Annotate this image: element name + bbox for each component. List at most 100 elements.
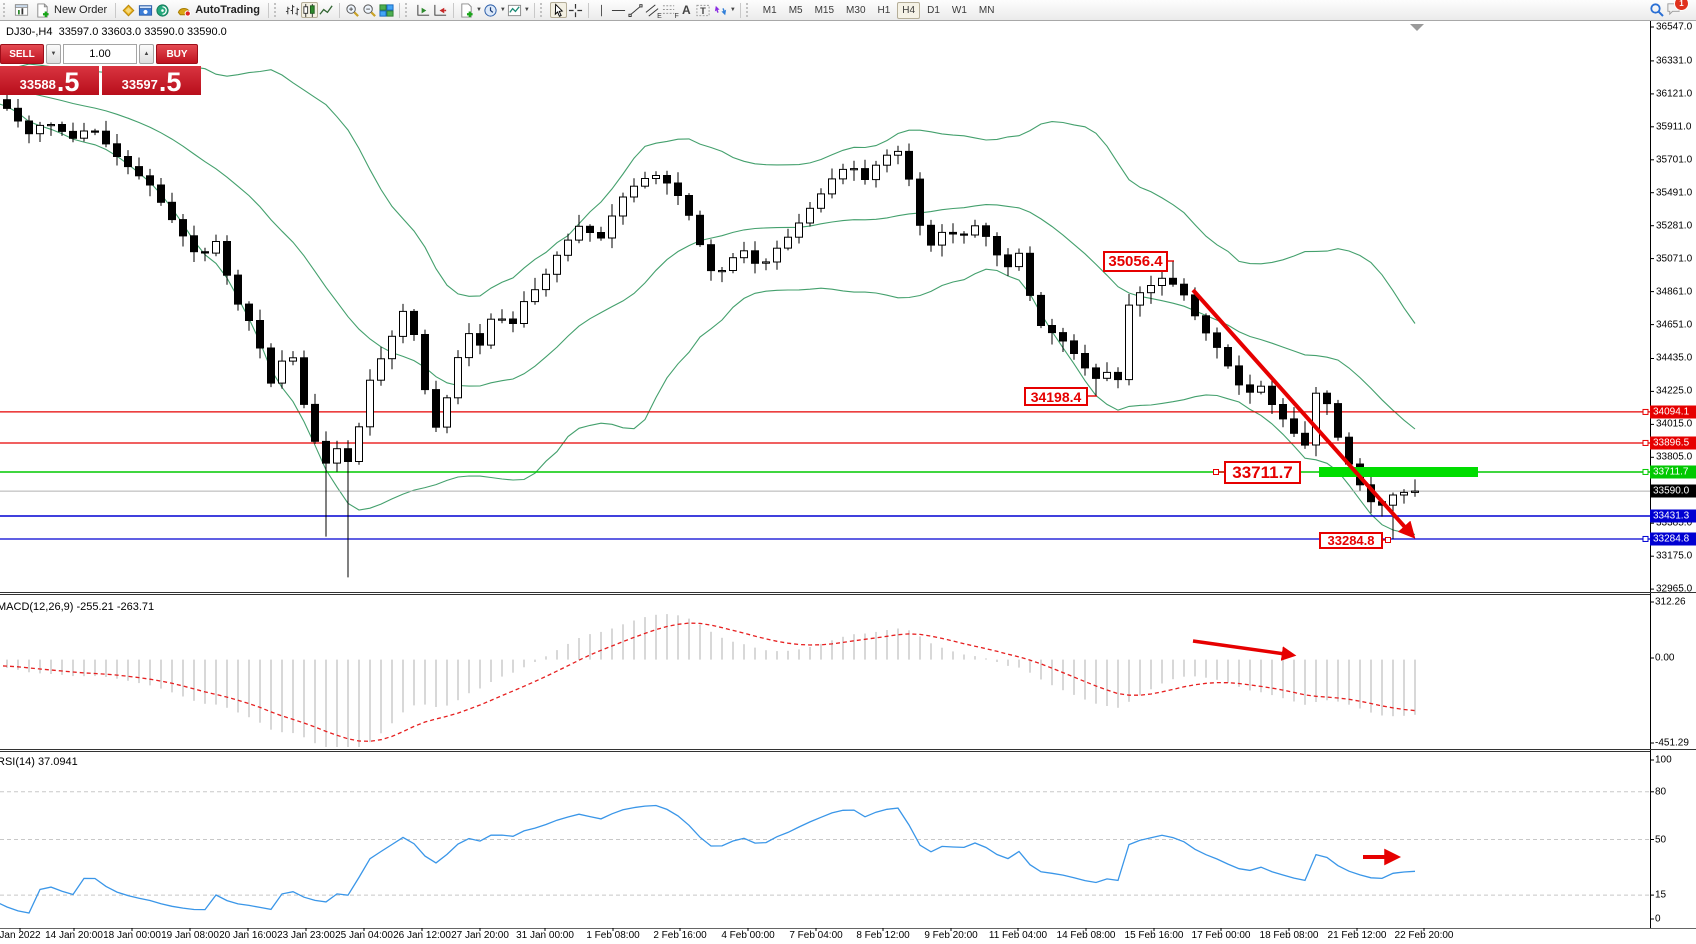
price-callout[interactable]: 33284.8 <box>1319 532 1383 549</box>
price-callout[interactable]: 33711.7 <box>1224 461 1301 484</box>
search-icon[interactable] <box>1648 2 1665 18</box>
sell-price-main: 33588 <box>19 77 56 92</box>
candle <box>267 347 275 384</box>
timeframe-button-m15[interactable]: M15 <box>814 4 835 16</box>
price-axis-label: 36331.0 <box>1656 55 1693 67</box>
toolbar: New Order AutoTrading <box>0 0 1696 21</box>
chart-window-icon[interactable] <box>13 2 30 18</box>
tile-windows-icon[interactable] <box>378 2 395 18</box>
period-dropdown-caret[interactable]: ▼ <box>499 7 506 13</box>
line-handle[interactable] <box>1642 408 1649 415</box>
candle <box>179 219 187 237</box>
new-order-button[interactable]: New Order <box>30 1 111 20</box>
price-axis-label: 33385.0 <box>1656 517 1693 529</box>
candle <box>531 289 539 303</box>
line-handle[interactable] <box>1642 468 1649 475</box>
zoom-out-icon[interactable] <box>361 2 378 18</box>
candle <box>817 193 825 209</box>
line-chart-icon[interactable] <box>318 2 335 18</box>
channel-tool-icon[interactable]: E <box>644 2 662 20</box>
toolbar-grip[interactable] <box>539 3 547 17</box>
text-tool-icon[interactable]: A <box>678 2 695 18</box>
candle <box>421 334 429 391</box>
timeframe-button-h1[interactable]: H1 <box>877 4 891 16</box>
timeframe-button-w1[interactable]: W1 <box>951 4 967 16</box>
autotrading-button[interactable]: AutoTrading <box>171 1 264 20</box>
line-handle[interactable] <box>1642 439 1649 446</box>
candle <box>1334 403 1342 438</box>
candle <box>608 215 616 239</box>
crosshair-tool-icon[interactable] <box>567 2 584 18</box>
time-axis-label: 18 Feb 08:00 <box>1259 930 1319 941</box>
price-callout[interactable]: 34198.4 <box>1024 387 1088 406</box>
new-template-icon[interactable] <box>458 2 475 18</box>
arrows-dropdown-caret[interactable]: ▼ <box>729 7 736 13</box>
timeframe-button-mn[interactable]: MN <box>978 4 995 16</box>
timeframe-button-m5[interactable]: M5 <box>788 4 803 16</box>
candle <box>773 247 781 263</box>
indicators-icon[interactable] <box>506 2 523 18</box>
autotrading-icon <box>175 2 192 18</box>
candle <box>1389 494 1397 506</box>
candle <box>993 236 1001 256</box>
toolbar-grip[interactable] <box>745 3 753 17</box>
macd-axis-label: -451.29 <box>1655 737 1689 749</box>
candle <box>454 357 462 399</box>
candle <box>201 251 209 254</box>
volume-increase-button[interactable]: ▲ <box>139 44 154 64</box>
macd-trend-arrow[interactable] <box>1192 639 1297 661</box>
terminal-icon[interactable] <box>137 2 154 18</box>
timeframe-button-m30[interactable]: M30 <box>846 4 866 16</box>
sell-button[interactable]: SELL <box>0 44 44 64</box>
template-dropdown-caret[interactable]: ▼ <box>475 7 482 13</box>
toolbar-grip[interactable] <box>3 3 10 17</box>
support-highlight-zone[interactable] <box>1319 467 1478 477</box>
candle <box>1136 292 1144 306</box>
volume-input[interactable]: 1.00 <box>63 44 137 64</box>
arrows-tool-icon[interactable] <box>712 2 729 18</box>
candle <box>751 250 759 264</box>
buy-price-panel[interactable]: 33597 .5 <box>102 66 201 96</box>
candle <box>971 225 979 236</box>
cursor-tool-icon[interactable] <box>549 2 567 18</box>
candle <box>1004 254 1012 268</box>
auto-scroll-icon[interactable] <box>415 2 432 18</box>
candlestick-chart-icon[interactable] <box>300 2 318 18</box>
label-tool-icon[interactable]: T <box>695 2 712 18</box>
timeframe-button-m1[interactable]: M1 <box>762 4 777 16</box>
horizontal-line-tool-icon[interactable] <box>610 2 627 18</box>
toolbar-grip[interactable] <box>273 3 281 17</box>
candle <box>520 301 528 325</box>
timeframe-bar: M1 M5 M15 M30 H1 H4 D1 W1 MN <box>758 1 1000 19</box>
candle <box>366 379 374 428</box>
period-icon[interactable] <box>482 2 499 18</box>
metaeditor-icon[interactable] <box>120 2 137 18</box>
rsi-indicator-label: RSI(14) 37.0941 <box>0 756 78 768</box>
line-handle[interactable] <box>1642 535 1649 542</box>
timeframe-button-h4[interactable]: H4 <box>897 1 921 19</box>
bar-chart-icon[interactable] <box>284 2 301 18</box>
fibonacci-tool-icon[interactable]: F <box>661 2 679 20</box>
price-axis-label: 35491.0 <box>1656 187 1693 199</box>
candle <box>597 232 605 239</box>
timeframe-button-d1[interactable]: D1 <box>927 4 940 16</box>
time-axis-label: 1 Feb 08:00 <box>586 930 640 941</box>
news-icon[interactable] <box>154 2 171 18</box>
candle <box>564 239 572 256</box>
buy-button[interactable]: BUY <box>156 44 198 64</box>
trend-arrow[interactable] <box>1191 288 1416 539</box>
indicators-dropdown-caret[interactable]: ▼ <box>523 7 530 13</box>
trendline-tool-icon[interactable] <box>627 2 644 18</box>
vertical-line-tool-icon[interactable] <box>593 2 610 18</box>
chart-objects <box>1088 24 1478 543</box>
zoom-in-icon[interactable] <box>344 2 361 18</box>
chart-shift-icon[interactable] <box>432 2 449 18</box>
sell-price-panel[interactable]: 33588 .5 <box>0 66 99 96</box>
notifications-button[interactable]: 1 <box>1665 0 1689 19</box>
time-axis-label: 25 Jan 04:00 <box>335 930 393 941</box>
volume-decrease-button[interactable]: ▼ <box>46 44 61 64</box>
toolbar-grip[interactable] <box>404 3 412 17</box>
price-callout[interactable]: 35056.4 <box>1103 251 1168 272</box>
chart-shift-marker[interactable] <box>1410 24 1424 31</box>
